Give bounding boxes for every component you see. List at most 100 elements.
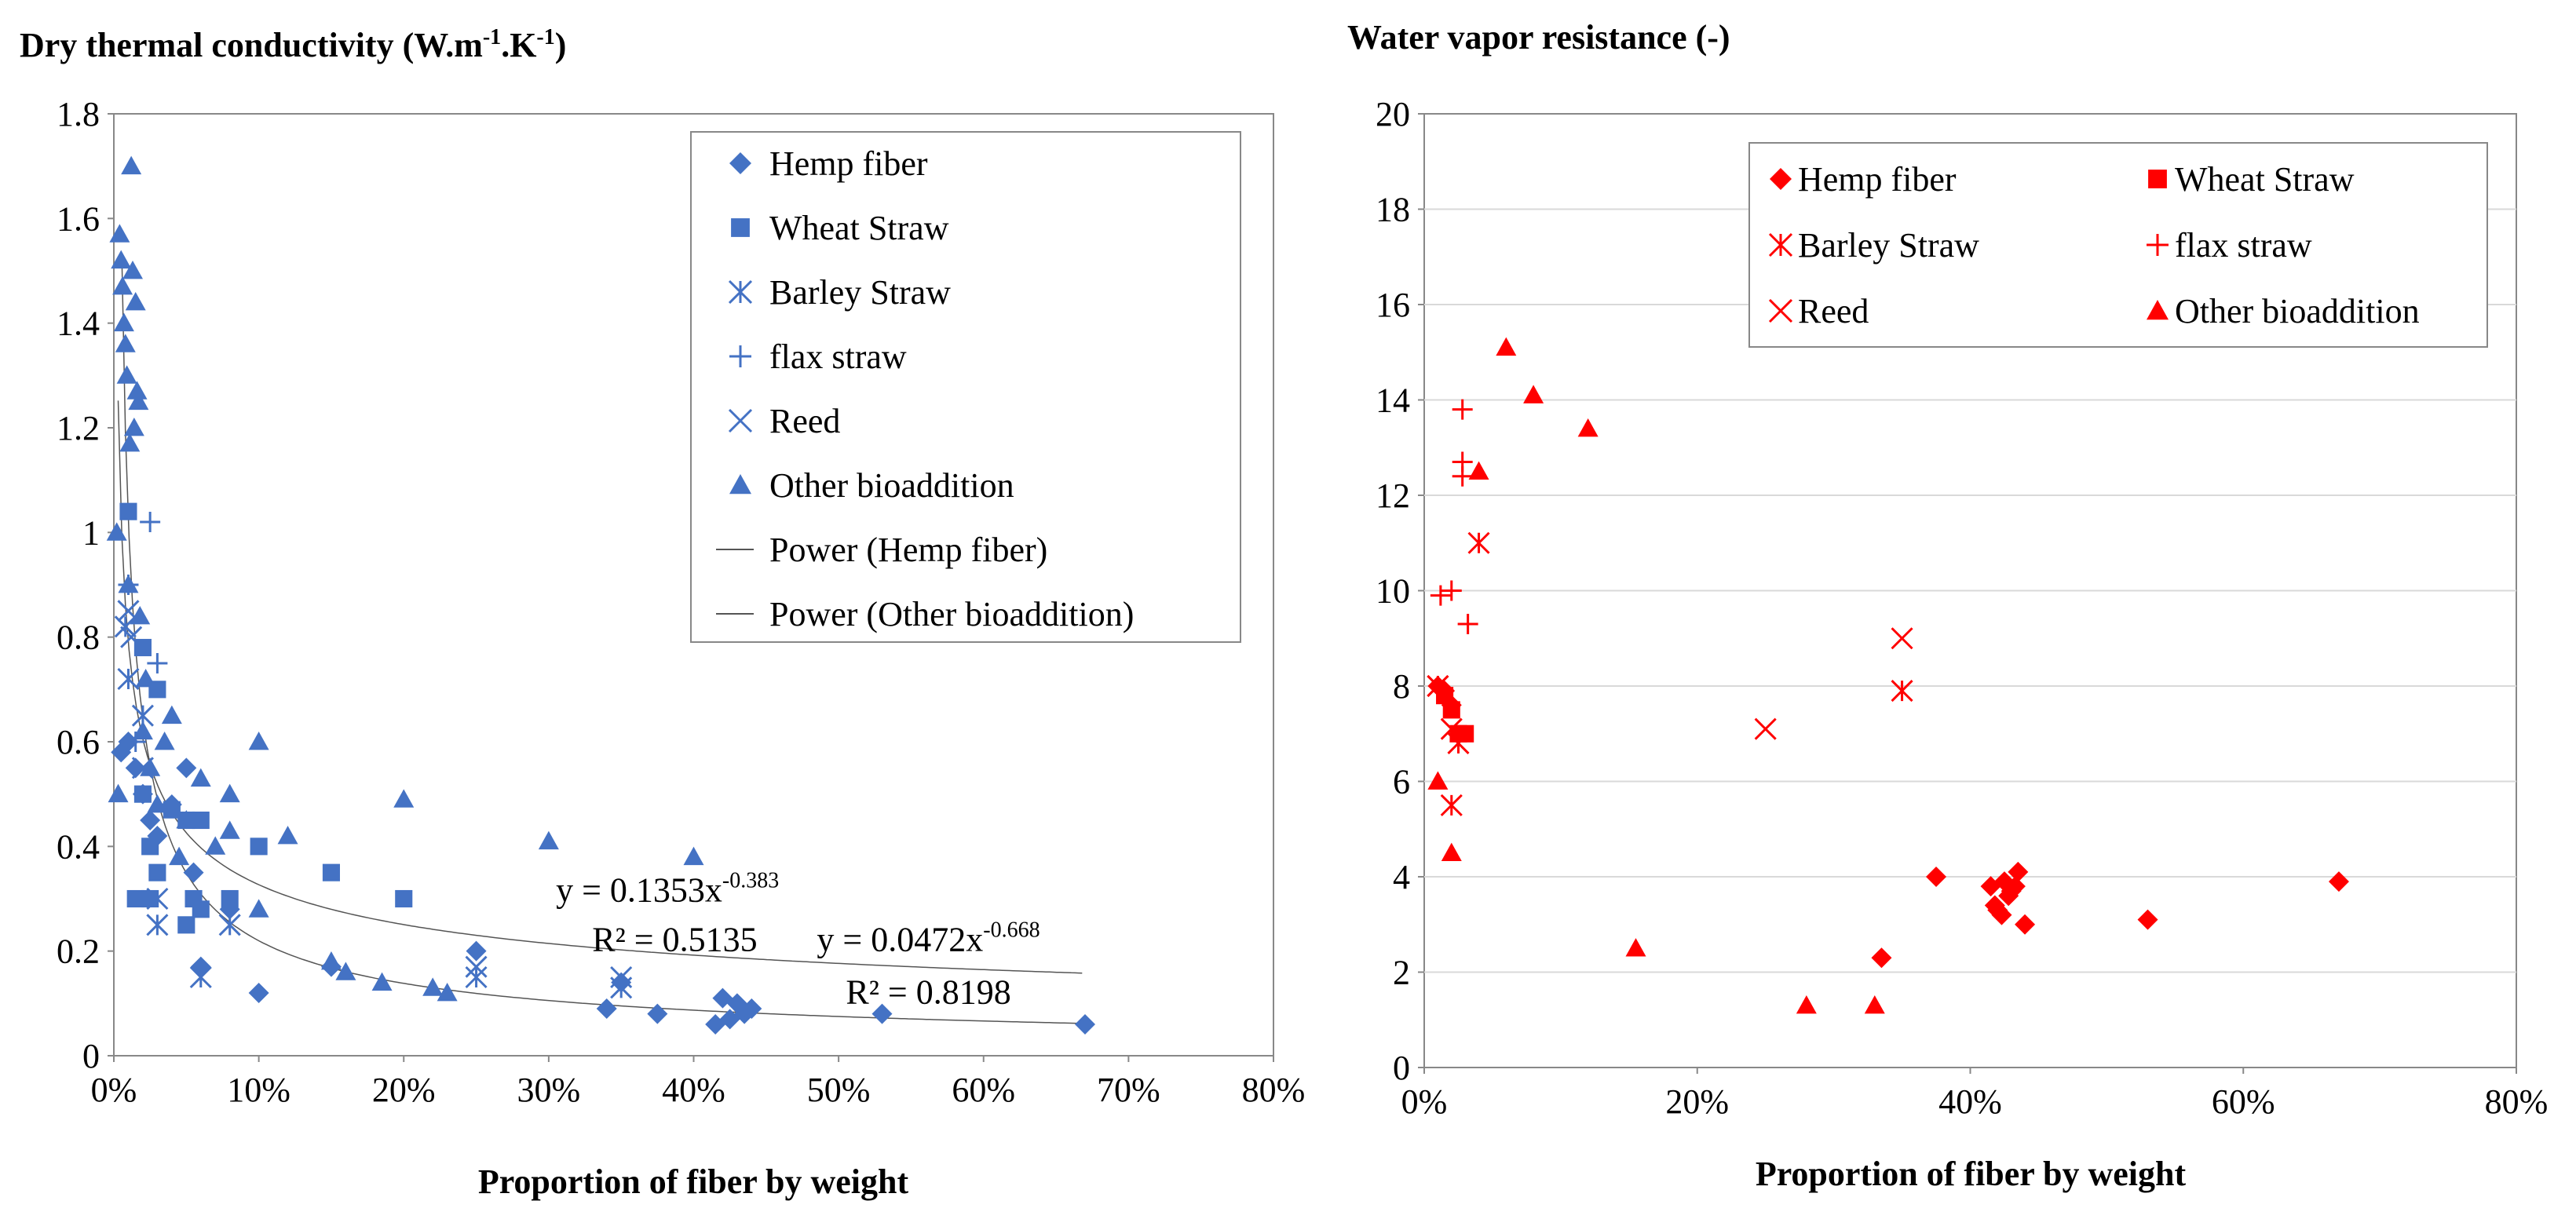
point-other-bioaddition — [125, 292, 146, 311]
point-flax-straw — [1452, 399, 1473, 420]
point-other-bioaddition — [393, 789, 415, 808]
legend-marker — [1770, 168, 1792, 190]
point-other-bioaddition — [130, 606, 151, 625]
y-tick-label: 0 — [1393, 1049, 1410, 1087]
legend-marker — [729, 345, 751, 367]
legend-marker — [1768, 298, 1793, 323]
point-wheat-straw — [192, 900, 210, 918]
point-hemp-fiber — [2004, 876, 2026, 897]
x-tick-label: 20% — [1665, 1082, 1729, 1121]
point-other-bioaddition — [371, 972, 393, 991]
point-barley-straw — [1891, 680, 1913, 703]
point-barley-straw — [218, 914, 241, 936]
point-other-bioaddition — [135, 669, 156, 688]
point-other-bioaddition — [1625, 938, 1646, 957]
y-tick-label: 8 — [1393, 667, 1410, 706]
point-other-bioaddition — [190, 768, 211, 787]
point-other-bioaddition — [1864, 995, 1885, 1014]
left-regression-annotations: y = 0.1353x-0.383 R² = 0.5135 y = 0.0472x-… — [556, 868, 1040, 1011]
point-reed — [1891, 627, 1913, 650]
y-tick-label: 1.6 — [57, 199, 100, 238]
y-tick-label: 10 — [1376, 572, 1410, 611]
legend-label: Hemp fiber — [769, 144, 928, 183]
point-other-bioaddition — [123, 418, 144, 436]
y-tick-label: 0.4 — [57, 827, 100, 866]
y-tick-label: 6 — [1393, 763, 1410, 801]
trendline-power-other-bioaddition — [117, 400, 1083, 974]
x-tick-label: 70% — [1097, 1071, 1160, 1109]
point-hemp-fiber — [1926, 867, 1947, 887]
y-tick-label: 16 — [1376, 286, 1410, 324]
regression-annotation: y = 0.0472x-0.668 — [817, 918, 1040, 959]
point-hemp-fiber — [176, 757, 197, 779]
y-tick-label: 14 — [1376, 381, 1410, 420]
point-other-bioaddition — [205, 836, 226, 855]
point-flax-straw — [1441, 580, 1462, 601]
legend-marker — [728, 279, 753, 305]
point-other-bioaddition — [121, 155, 142, 175]
point-other-bioaddition — [113, 312, 134, 332]
legend-label: Wheat Straw — [769, 209, 949, 247]
x-tick-label: 0% — [91, 1071, 137, 1109]
regression-annotation: y = 0.1353x-0.383 — [556, 868, 779, 909]
point-other-bioaddition — [1496, 337, 1517, 356]
point-wheat-straw — [148, 863, 166, 881]
point-hemp-fiber — [2008, 861, 2029, 882]
point-hemp-fiber — [183, 862, 204, 883]
thermal-conductivity-chart: Dry thermal conductivity (W.m-1.K-1) 0 0.… — [20, 25, 1305, 1201]
y-tick-label: 1.8 — [57, 95, 100, 133]
point-other-bioaddition — [538, 830, 559, 850]
legend-label: flax straw — [2175, 226, 2312, 265]
point-other-bioaddition — [112, 276, 133, 295]
water-vapor-resistance-chart: Water vapor resistance (-) 0 2 4 6 8 10 12 14 16… — [1347, 18, 2548, 1193]
point-wheat-straw — [1442, 701, 1460, 719]
x-tick-label: 40% — [1938, 1082, 2002, 1121]
right-x-axis: 0% 20% 40% 60% 80% — [1401, 1068, 2548, 1121]
point-other-bioaddition — [320, 951, 342, 970]
point-other-bioaddition — [219, 820, 240, 839]
right-chart-title: Water vapor resistance (-) — [1347, 18, 1730, 57]
y-tick-label: 12 — [1376, 476, 1410, 515]
point-other-bioaddition — [119, 433, 141, 452]
left-legend: Hemp fiber Wheat Straw Barley Straw flax st… — [690, 131, 1241, 643]
point-other-bioaddition — [1468, 461, 1489, 480]
point-hemp-fiber — [248, 983, 269, 1003]
y-tick-label: 0.6 — [57, 723, 100, 761]
point-other-bioaddition — [335, 962, 356, 980]
point-hemp-fiber — [1991, 904, 2012, 925]
point-flax-straw — [140, 512, 161, 532]
point-other-bioaddition — [161, 705, 182, 724]
point-wheat-straw — [133, 785, 152, 803]
legend-label: Barley Straw — [769, 273, 951, 312]
x-tick-label: 40% — [662, 1071, 725, 1109]
point-other-bioaddition — [115, 334, 136, 352]
point-hemp-fiber — [466, 940, 487, 962]
legend-marker — [1768, 232, 1793, 257]
point-barley-straw — [1440, 794, 1463, 816]
point-other-bioaddition — [128, 391, 149, 411]
x-tick-label: 80% — [1242, 1071, 1306, 1109]
point-wheat-straw — [250, 838, 268, 856]
point-wheat-straw — [119, 502, 137, 520]
point-other-bioaddition — [1796, 995, 1817, 1014]
point-flax-straw — [147, 653, 168, 673]
point-other-bioaddition — [126, 381, 148, 400]
point-hemp-fiber — [2137, 909, 2158, 930]
point-barley-straw — [610, 976, 633, 999]
point-hemp-fiber — [596, 998, 617, 1019]
point-other-bioaddition — [248, 899, 269, 918]
point-other-bioaddition — [277, 826, 298, 845]
x-tick-label: 20% — [372, 1071, 436, 1109]
legend-marker — [728, 408, 753, 433]
point-barley-straw — [189, 965, 212, 989]
point-other-bioaddition — [154, 732, 175, 750]
right-legend: Hemp fiber Wheat Straw Barley Straw flax st… — [1748, 142, 2488, 348]
y-tick-label: 20 — [1376, 95, 1410, 133]
point-other-bioaddition — [122, 261, 144, 279]
point-reed — [1440, 717, 1463, 740]
left-y-axis: 0 0.2 0.4 0.6 0.8 1 1.2 1.4 1.6 1.8 — [57, 95, 114, 1075]
point-other-bioaddition — [1427, 771, 1449, 790]
x-tick-label: 60% — [2212, 1082, 2275, 1121]
point-flax-straw — [1430, 585, 1451, 606]
point-other-bioaddition — [683, 846, 704, 866]
